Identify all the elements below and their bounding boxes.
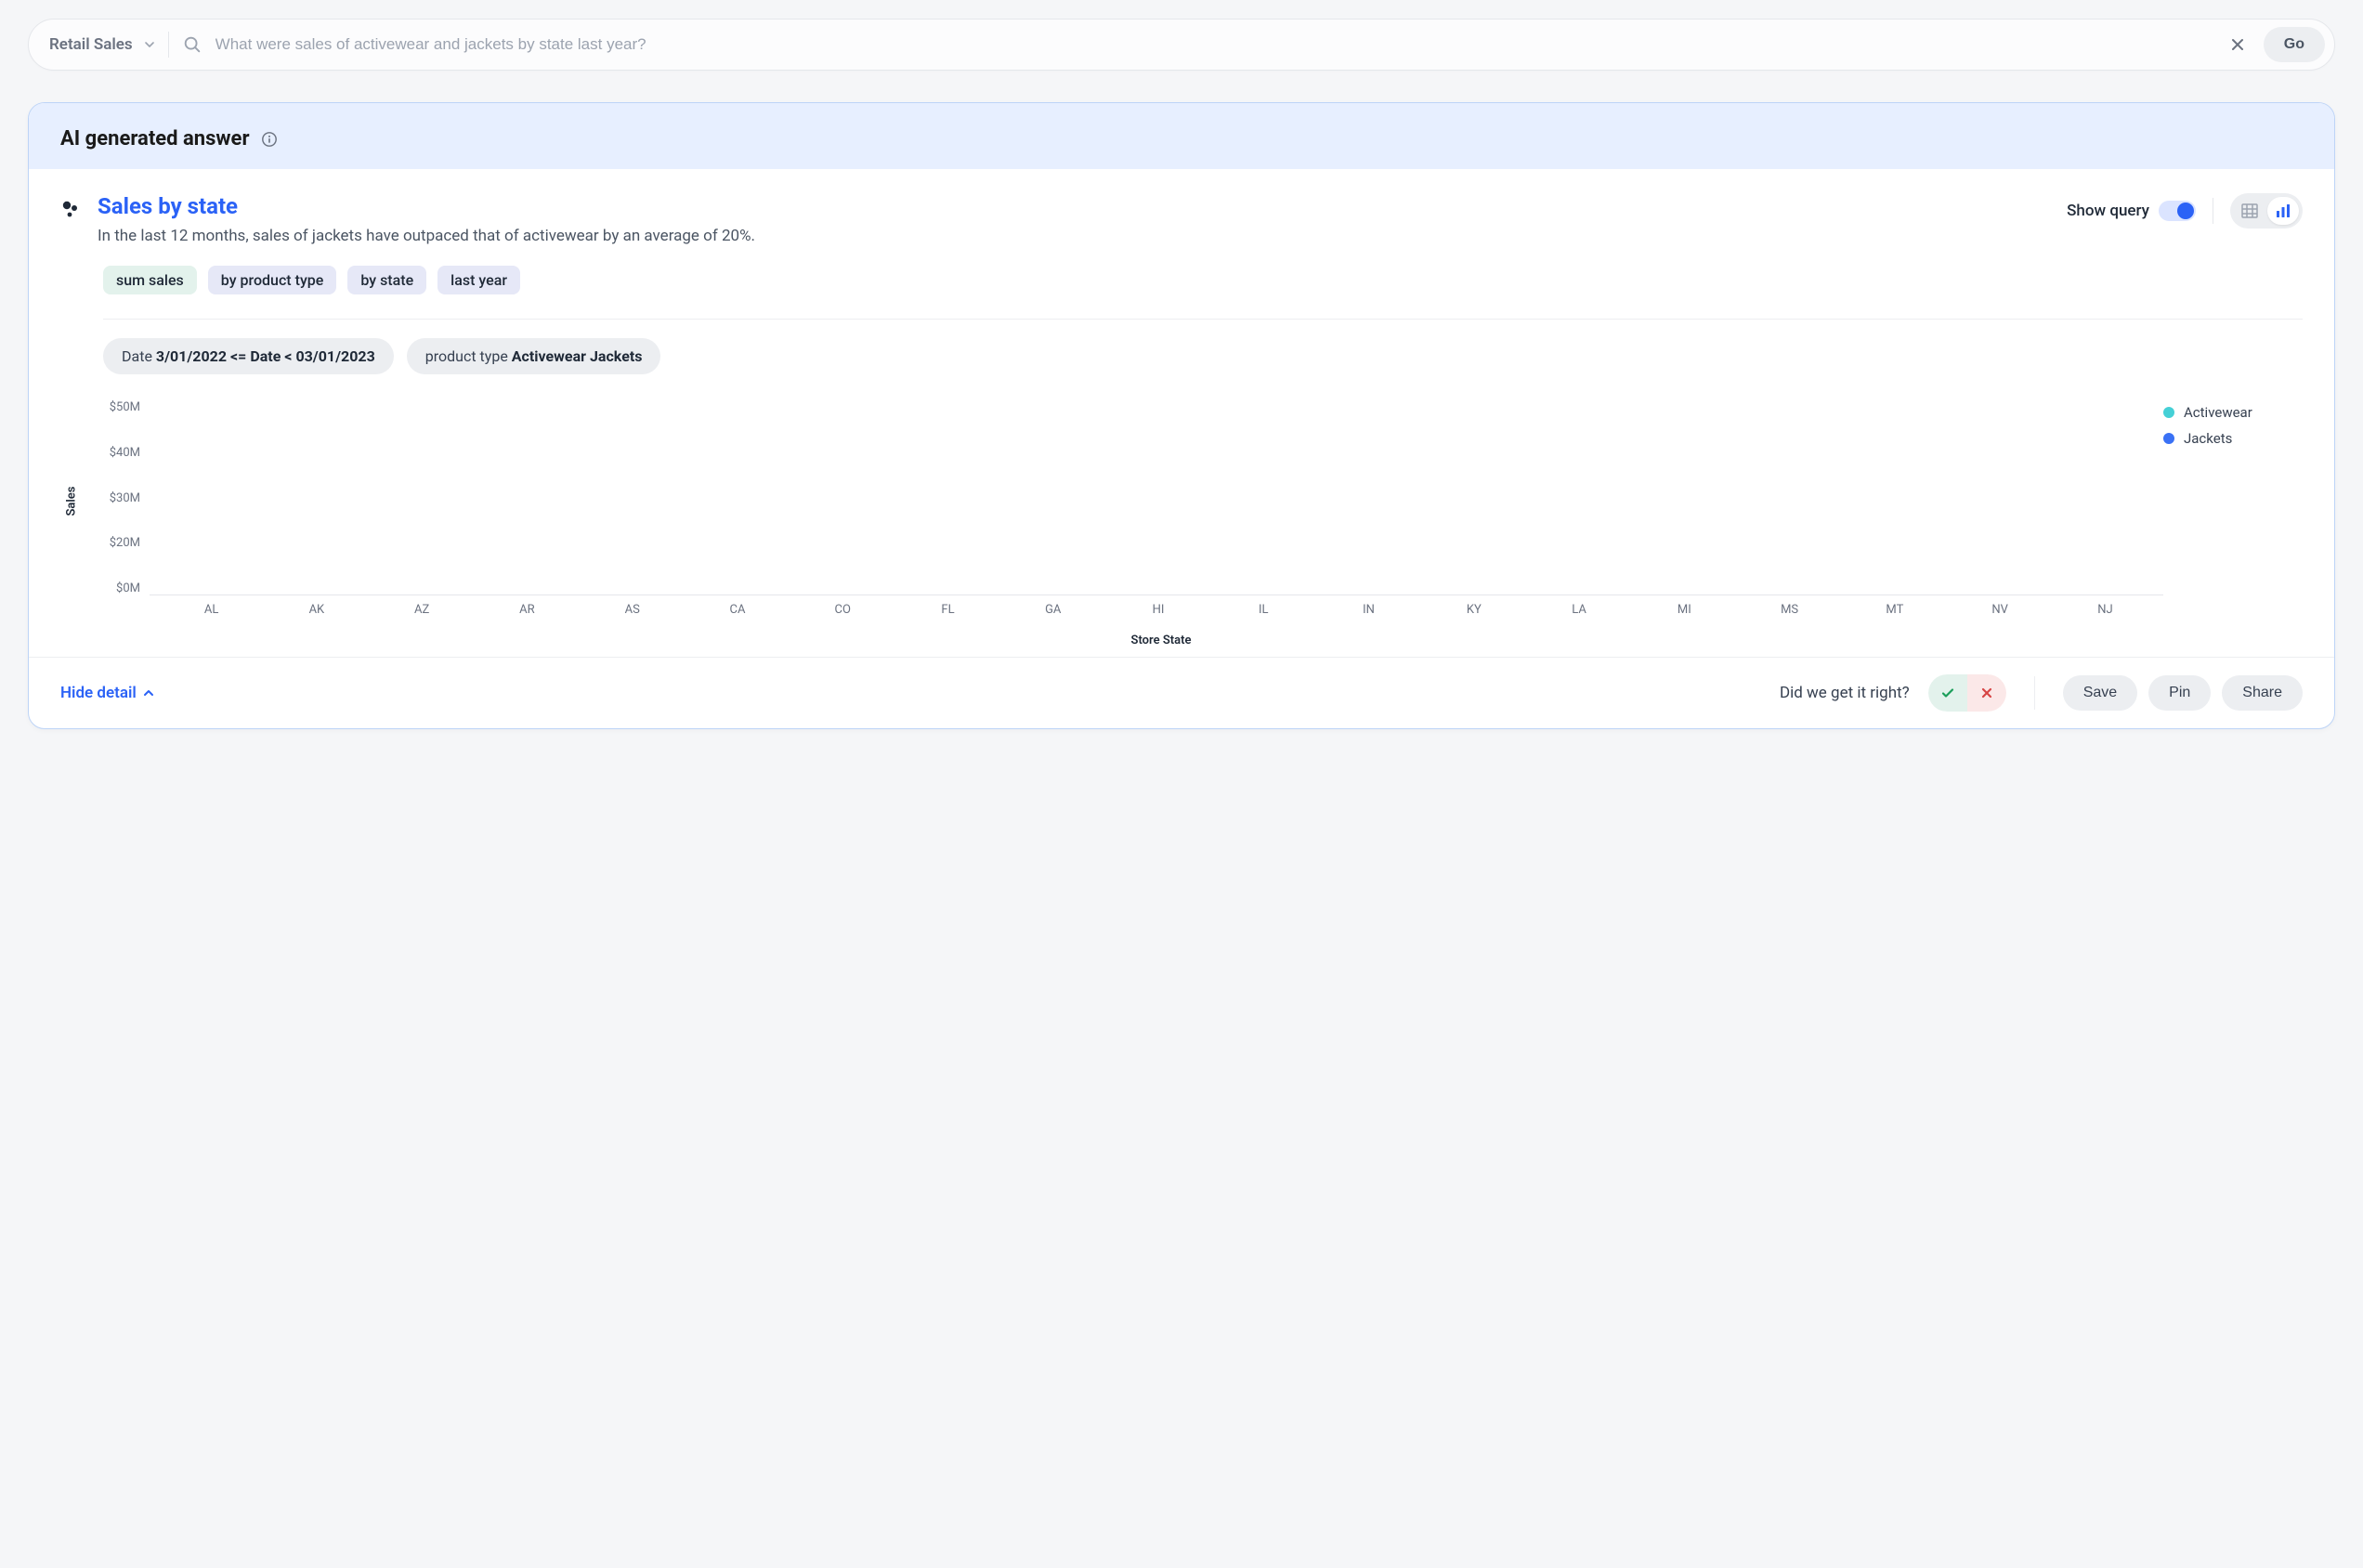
table-view-button[interactable] xyxy=(2234,197,2265,225)
answer-body: Sales by state In the last 12 months, sa… xyxy=(29,169,2334,657)
x-tick: FL xyxy=(895,603,1000,617)
divider xyxy=(103,319,2303,320)
filter-pill[interactable]: Date 3/01/2022 <= Date < 03/01/2023 xyxy=(103,338,394,374)
chevron-down-icon xyxy=(144,39,155,50)
save-button[interactable]: Save xyxy=(2063,675,2137,711)
feedback-no-button[interactable] xyxy=(1967,674,2006,712)
share-button[interactable]: Share xyxy=(2222,675,2303,711)
legend-item[interactable]: Activewear xyxy=(2163,404,2303,421)
query-token[interactable]: by product type xyxy=(208,266,337,294)
x-tick: IN xyxy=(1316,603,1421,617)
x-tick: HI xyxy=(1105,603,1210,617)
hide-detail-label: Hide detail xyxy=(60,684,137,702)
show-query-toggle[interactable] xyxy=(2159,201,2196,221)
y-tick: $20M xyxy=(110,536,140,550)
x-axis-label: Store State xyxy=(103,634,2163,647)
x-tick: NV xyxy=(1948,603,2053,617)
filter-row: Date 3/01/2022 <= Date < 03/01/2023 produ… xyxy=(103,338,2303,374)
legend-label: Activewear xyxy=(2184,404,2252,421)
y-axis-label: Sales xyxy=(65,487,79,516)
y-tick: $30M xyxy=(110,491,140,505)
legend-dot-icon xyxy=(2163,407,2174,418)
x-tick: IL xyxy=(1211,603,1316,617)
query-token[interactable]: by state xyxy=(347,266,426,294)
answer-header: AI generated answer xyxy=(29,103,2334,169)
x-tick: AZ xyxy=(370,603,475,617)
answer-header-title: AI generated answer xyxy=(60,127,250,150)
search-icon xyxy=(182,34,202,55)
chart-title: Sales by state xyxy=(98,193,2052,219)
brand-icon xyxy=(60,199,83,221)
title-row: Sales by state In the last 12 months, sa… xyxy=(60,193,2303,245)
chart-main: Sales $50M$40M$30M$20M$0M ALAKAZARASCACO… xyxy=(103,400,2163,647)
search-bar: Retail Sales Go xyxy=(28,19,2335,71)
info-icon[interactable] xyxy=(261,131,278,148)
search-input[interactable] xyxy=(215,35,2212,54)
x-tick: MI xyxy=(1632,603,1737,617)
y-tick: $0M xyxy=(116,581,140,595)
x-tick: MS xyxy=(1737,603,1842,617)
x-tick: NJ xyxy=(2053,603,2158,617)
show-query-label: Show query xyxy=(2067,202,2149,220)
x-tick: AS xyxy=(580,603,685,617)
y-tick: $50M xyxy=(110,400,140,414)
query-token[interactable]: last year xyxy=(437,266,520,294)
go-button[interactable]: Go xyxy=(2264,27,2325,62)
x-tick: AL xyxy=(159,603,264,617)
search-divider xyxy=(168,32,169,58)
feedback-buttons xyxy=(1928,674,2006,712)
x-tick: LA xyxy=(1526,603,1631,617)
filter-pill[interactable]: product type Activewear Jackets xyxy=(407,338,661,374)
pin-button[interactable]: Pin xyxy=(2148,675,2211,711)
x-tick: KY xyxy=(1421,603,1526,617)
query-token-row: sum sales by product type by state last yea… xyxy=(103,266,2303,294)
chart-area: Sales $50M$40M$30M$20M$0M ALAKAZARASCACO… xyxy=(103,400,2303,647)
view-switch xyxy=(2230,193,2303,229)
x-tick: CA xyxy=(685,603,790,617)
chart-legend: Activewear Jackets xyxy=(2163,400,2303,647)
x-tick: AK xyxy=(264,603,369,617)
chart-subtitle: In the last 12 months, sales of jackets … xyxy=(98,227,2052,245)
query-token[interactable]: sum sales xyxy=(103,266,197,294)
answer-card: AI generated answer Sales by state In th… xyxy=(28,102,2335,729)
answer-footer: Hide detail Did we get it right? Save Pin… xyxy=(29,657,2334,728)
y-tick: $40M xyxy=(110,446,140,460)
y-axis: $50M $40M $30M $20M $0M xyxy=(103,400,150,595)
data-source-label: Retail Sales xyxy=(49,35,133,54)
chart-view-button[interactable] xyxy=(2267,197,2299,225)
footer-actions: Save Pin Share xyxy=(2063,675,2303,711)
hide-detail-button[interactable]: Hide detail xyxy=(60,684,155,702)
legend-label: Jackets xyxy=(2184,430,2232,447)
toggle-knob xyxy=(2177,203,2194,219)
x-tick: AR xyxy=(475,603,580,617)
x-axis: ALAKAZARASCACOFLGAHIILINKYLAMIMSMTNVNJ xyxy=(103,595,2163,617)
legend-dot-icon xyxy=(2163,433,2174,444)
clear-search-icon[interactable] xyxy=(2225,32,2251,58)
show-query-toggle-row: Show query xyxy=(2067,201,2196,221)
feedback-yes-button[interactable] xyxy=(1928,674,1967,712)
data-source-select[interactable]: Retail Sales xyxy=(49,35,155,54)
legend-item[interactable]: Jackets xyxy=(2163,430,2303,447)
footer-divider xyxy=(2034,676,2035,710)
x-tick: GA xyxy=(1000,603,1105,617)
feedback-question: Did we get it right? xyxy=(1780,684,1910,702)
x-tick: MT xyxy=(1842,603,1947,617)
chart-plot xyxy=(150,400,2163,595)
x-tick: CO xyxy=(790,603,895,617)
